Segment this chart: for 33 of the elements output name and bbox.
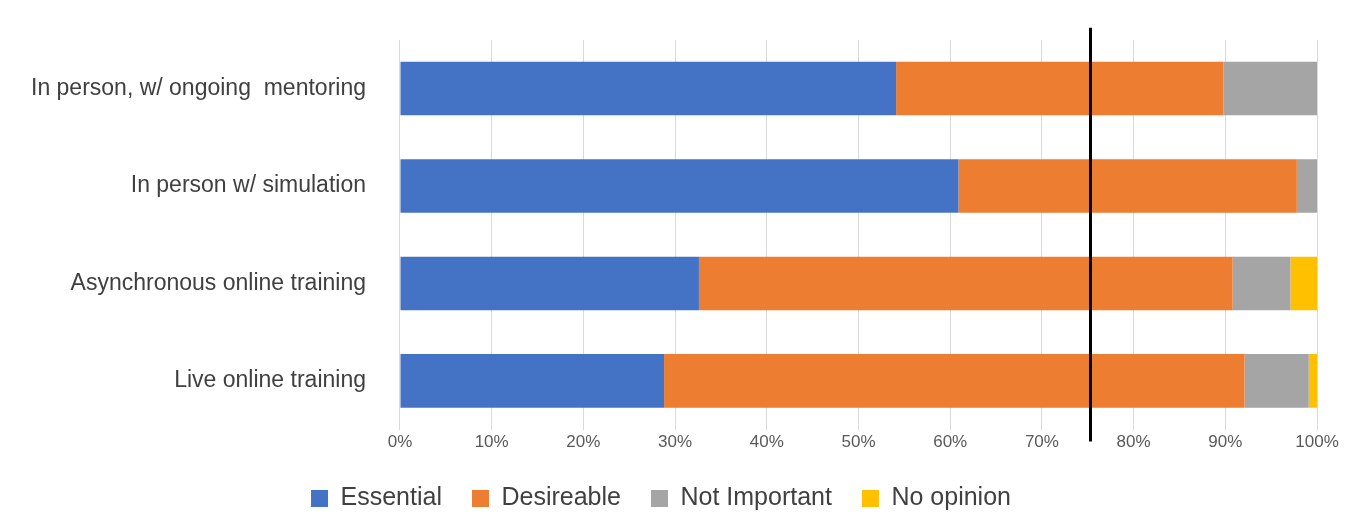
bar (698, 256, 1233, 311)
bar (400, 159, 959, 213)
bar (1290, 256, 1317, 311)
legend-label: Essential (340, 482, 442, 511)
legend-label: No opinion (891, 482, 1011, 511)
bar (400, 256, 699, 311)
y-tick-label: Asynchronous online training (70, 268, 366, 295)
x-tick-label: 50% (841, 432, 876, 452)
x-tick-label: 100% (1295, 432, 1339, 452)
bar (1223, 61, 1317, 116)
x-tick-label: 10% (474, 432, 509, 452)
legend-label: Desireable (501, 482, 621, 511)
x-tick-label: 60% (933, 432, 968, 452)
bar (958, 159, 1297, 213)
y-tick-label: In person, w/ ongoing mentoring (31, 73, 366, 100)
x-tick-label: 80% (1116, 432, 1151, 452)
x-tick-label: 90% (1208, 432, 1243, 452)
bar (1232, 256, 1291, 311)
x-tick-label: 30% (658, 432, 693, 452)
bar (400, 354, 665, 408)
bar (400, 61, 897, 116)
legend-label: Not Important (680, 482, 832, 511)
y-tick-label: In person w/ simulation (130, 171, 366, 198)
y-tick-label: Live online training (174, 366, 366, 393)
bar (1308, 354, 1317, 408)
bar (1244, 354, 1309, 408)
x-tick-label: 40% (749, 432, 784, 452)
bar (1296, 159, 1317, 213)
x-tick-label: 20% (566, 432, 601, 452)
bar (896, 61, 1224, 116)
x-tick-label: 70% (1024, 432, 1059, 452)
bar (664, 354, 1245, 408)
x-tick-label: 0% (387, 432, 413, 452)
